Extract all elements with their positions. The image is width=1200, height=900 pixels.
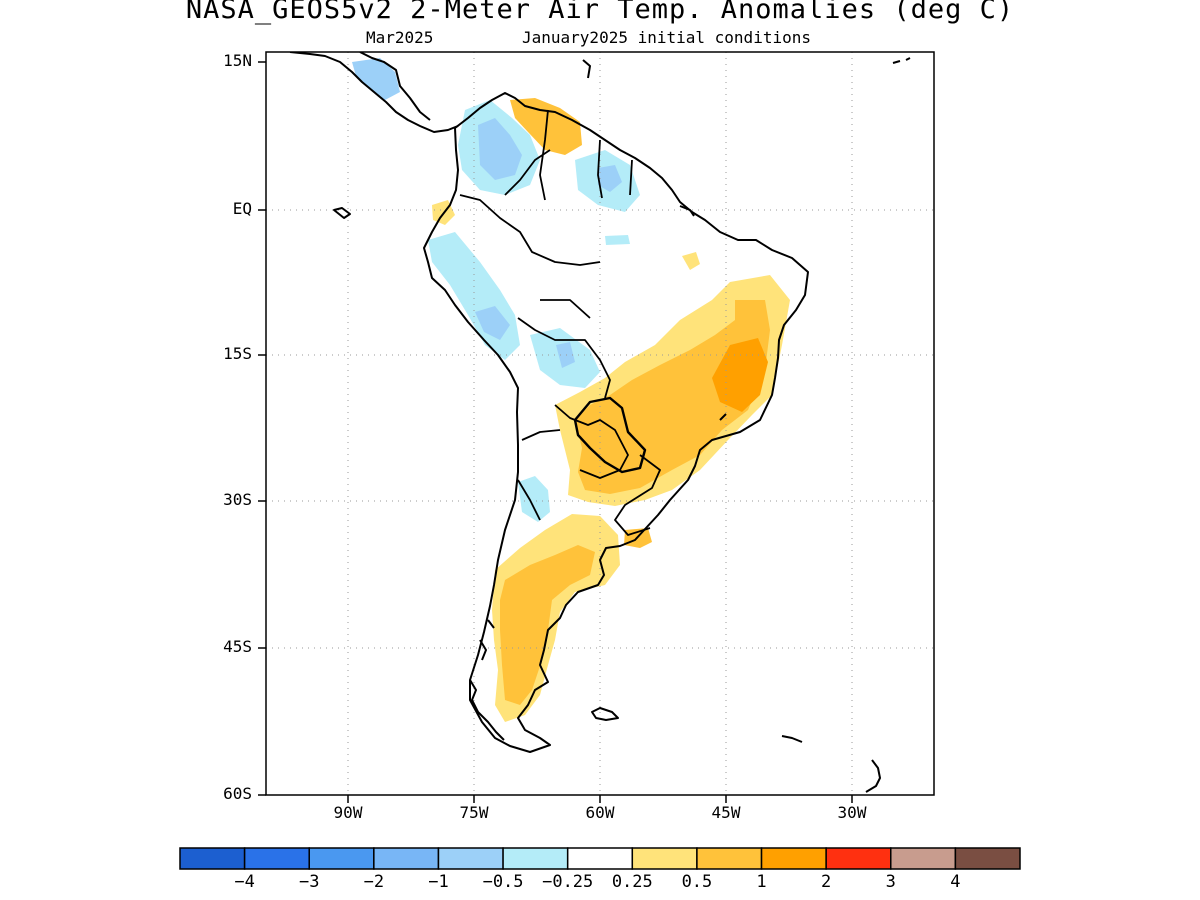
warm-region-brazil-strong — [712, 338, 768, 412]
paraguay-border — [573, 396, 647, 474]
map-title: NASA_GEOS5v2 2-Meter Air Temp. Anomalies… — [185, 0, 1015, 25]
lat-label: 15N — [223, 51, 252, 70]
colorbar-label: 1 — [756, 872, 767, 892]
lat-label: EQ — [232, 199, 252, 218]
lon-label: 30W — [837, 803, 867, 822]
colorbar-label: 0.5 — [681, 872, 713, 892]
lon-label: 60W — [585, 803, 615, 822]
colorbar-swatch — [825, 847, 892, 870]
colorbar-swatch — [243, 847, 310, 870]
lat-label: 30S — [223, 490, 252, 509]
colorbar-label: −1 — [428, 872, 449, 892]
colorbar-label: −4 — [234, 872, 255, 892]
cool-region-bolivia-core — [556, 342, 575, 368]
colorbar-swatch — [502, 847, 569, 870]
warm-region-amazon-small — [682, 252, 700, 270]
warm-region-patagonia — [500, 545, 595, 705]
map-content — [266, 52, 934, 795]
sandwich-islands — [865, 759, 881, 793]
colorbar-label: 4 — [950, 872, 961, 892]
galapagos-islands — [333, 207, 351, 219]
colorbar-swatch — [631, 847, 698, 870]
lat-label: 60S — [223, 784, 252, 803]
central-america-coastline — [289, 52, 459, 133]
coastlines — [289, 52, 911, 793]
lon-label: 75W — [459, 803, 489, 822]
south-georgia — [781, 735, 803, 743]
country-borders — [459, 109, 661, 536]
colorbar-label: −0.25 — [542, 872, 594, 892]
colorbar-label: 2 — [821, 872, 832, 892]
colorbar-swatch — [954, 847, 1021, 870]
colorbar-swatch — [179, 847, 246, 870]
cool-region-chile — [518, 476, 550, 522]
central-america-north-coast — [359, 52, 431, 121]
chile-archipelago — [469, 619, 505, 741]
initial-conditions: January2025 initial conditions — [522, 28, 811, 47]
axis-ticks — [258, 61, 853, 803]
colorbar-swatch — [308, 847, 375, 870]
colorbar — [179, 847, 1021, 870]
colorbar-label: 0.25 — [611, 872, 653, 892]
colorbar-swatch — [760, 847, 827, 870]
colorbar-label: −2 — [363, 872, 385, 892]
cool-region-central-america — [352, 58, 400, 100]
lon-label: 45W — [711, 803, 741, 822]
cool-region-guiana-core — [598, 165, 622, 192]
colorbar-label: 3 — [885, 872, 896, 892]
south-america-coastline — [423, 92, 809, 753]
colorbar-swatch — [437, 847, 504, 870]
cool-region-colombia-core — [478, 118, 522, 180]
lat-label: 15S — [223, 344, 252, 363]
colorbar-label: −0.5 — [482, 872, 524, 892]
cool-region-amazon-small — [605, 235, 630, 245]
colorbar-label: −3 — [298, 872, 320, 892]
colorbar-swatch — [890, 847, 957, 870]
caribbean-islands — [582, 57, 911, 421]
colorbar-swatch — [696, 847, 763, 870]
colorbar-swatch — [373, 847, 440, 870]
anomaly-shading — [352, 58, 790, 722]
forecast-month: Mar2025 — [366, 28, 434, 47]
lat-label: 45S — [223, 637, 252, 656]
cool-region-peru-core — [475, 306, 510, 340]
lon-label: 90W — [333, 803, 363, 822]
colorbar-swatch — [566, 847, 634, 870]
falkland-islands — [591, 707, 619, 721]
